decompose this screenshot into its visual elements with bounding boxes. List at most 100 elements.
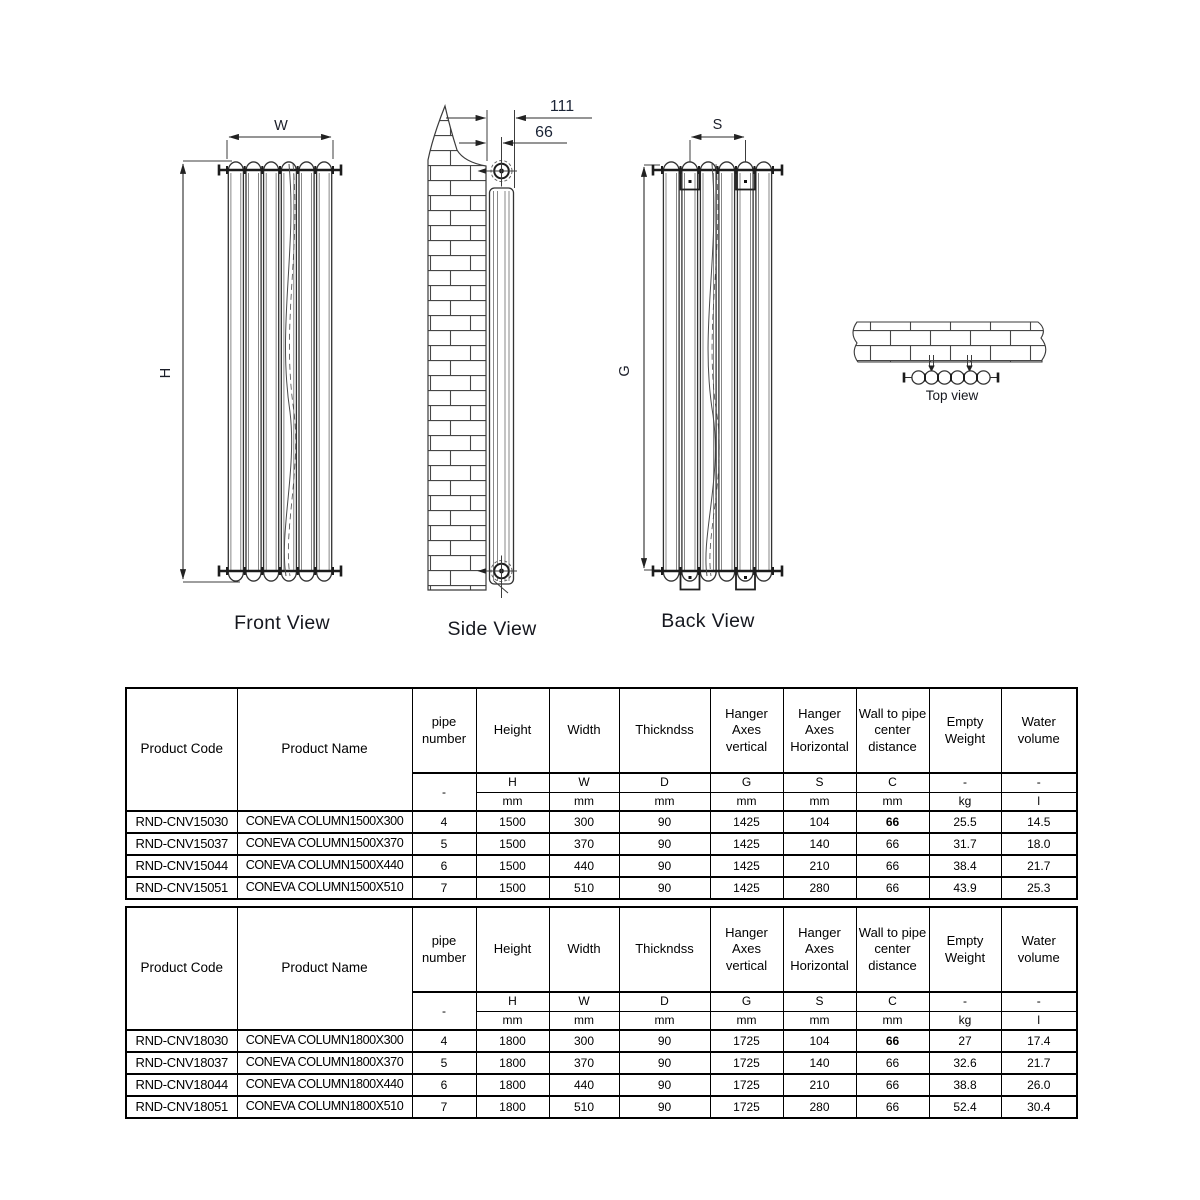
unit-cell: kg (928, 791, 1002, 812)
value-cell: 104 (782, 810, 857, 834)
value-cell: 1425 (709, 832, 784, 856)
value-cell: 90 (618, 1051, 711, 1075)
unit-cell: kg (928, 1010, 1002, 1031)
value-cell: 1500 (475, 876, 550, 900)
value-cell: 66 (855, 1029, 930, 1053)
value-cell: 26.0 (1000, 1073, 1078, 1097)
column-header: Wall to pipe center distance (855, 687, 930, 774)
column-header: Product Name (236, 906, 413, 1031)
column-header: pipe number (411, 906, 477, 993)
value-cell: 27 (928, 1029, 1002, 1053)
product-name-cell: CONEVA COLUMN1500X300 (236, 810, 413, 834)
value-cell: 7 (411, 1095, 477, 1119)
value-cell: 5 (411, 1051, 477, 1075)
radiator-front-pipes (217, 161, 343, 582)
value-cell: 66 (855, 854, 930, 878)
table-row: RND-CNV15030 CONEVA COLUMN1500X300 4 1500 30… (125, 810, 1078, 834)
unit-cell: mm (782, 791, 857, 812)
product-code-cell: RND-CNV18044 (125, 1073, 238, 1097)
value-cell: 66 (855, 832, 930, 856)
value-cell: 210 (782, 854, 857, 878)
value-cell: 90 (618, 810, 711, 834)
value-cell: 18.0 (1000, 832, 1078, 856)
column-header: Height (475, 687, 550, 774)
value-cell: 370 (548, 832, 620, 856)
back-view-label: Back View (661, 610, 755, 632)
table-row: RND-CNV18044 CONEVA COLUMN1800X440 6 1800 44… (125, 1073, 1078, 1097)
value-cell: 6 (411, 1073, 477, 1097)
product-name-cell: CONEVA COLUMN1500X440 (236, 854, 413, 878)
dim-label-h: H (158, 368, 174, 378)
unit-cell: mm (548, 1010, 620, 1031)
column-header: Empty Weight (928, 906, 1002, 993)
column-header: Water volume (1000, 687, 1078, 774)
column-header: Product Code (125, 906, 238, 1031)
symbol-cell: D (618, 991, 711, 1012)
column-header: Water volume (1000, 906, 1078, 993)
column-header: Product Name (236, 687, 413, 812)
value-cell: 66 (855, 1073, 930, 1097)
table-row: RND-CNV15037 CONEVA COLUMN1500X370 5 1500 37… (125, 832, 1078, 856)
product-code-cell: RND-CNV18037 (125, 1051, 238, 1075)
symbol-cell: S (782, 772, 857, 793)
value-cell: 510 (548, 1095, 620, 1119)
value-cell: 90 (618, 832, 711, 856)
product-name-cell: CONEVA COLUMN1500X510 (236, 876, 413, 900)
table-row: RND-CNV15044 CONEVA COLUMN1500X440 6 1500 44… (125, 854, 1078, 878)
value-cell: 280 (782, 1095, 857, 1119)
symbol-cell: - (928, 991, 1002, 1012)
value-cell: 280 (782, 876, 857, 900)
unit-cell: mm (475, 791, 550, 812)
value-cell: 30.4 (1000, 1095, 1078, 1119)
top-view-drawing (852, 321, 1047, 385)
unit-cell: mm (618, 791, 711, 812)
table-row: RND-CNV18051 CONEVA COLUMN1800X510 7 1800 51… (125, 1095, 1078, 1119)
value-cell: 25.3 (1000, 876, 1078, 900)
value-cell: 1800 (475, 1051, 550, 1075)
column-header: Hanger Axes vertical (709, 687, 784, 774)
top-view-label: Top view (925, 388, 979, 403)
symbol-cell: H (475, 772, 550, 793)
value-cell: 510 (548, 876, 620, 900)
column-header: Wall to pipe center distance (855, 906, 930, 993)
side-view-drawing: 111 66 (427, 98, 592, 598)
w-dimension: W (226, 118, 334, 159)
unit-cell: mm (475, 1010, 550, 1031)
symbol-cell: W (548, 772, 620, 793)
column-header: Thickndss (618, 906, 711, 993)
product-name-cell: CONEVA COLUMN1800X300 (236, 1029, 413, 1053)
value-cell: 4 (411, 810, 477, 834)
radiator-pipes-top (902, 370, 1000, 385)
value-cell: 104 (782, 1029, 857, 1053)
value-cell: 1425 (709, 810, 784, 834)
product-name-cell: CONEVA COLUMN1500X370 (236, 832, 413, 856)
value-cell: 7 (411, 876, 477, 900)
unit-cell: mm (782, 1010, 857, 1031)
symbol-cell: - (1000, 772, 1078, 793)
product-code-cell: RND-CNV15044 (125, 854, 238, 878)
value-cell: 31.7 (928, 832, 1002, 856)
value-cell: 38.8 (928, 1073, 1002, 1097)
value-cell: 90 (618, 1029, 711, 1053)
symbol-cell: C (855, 991, 930, 1012)
g-dimension: G (617, 164, 660, 571)
value-cell: 21.7 (1000, 854, 1078, 878)
unit-cell: mm (855, 1010, 930, 1031)
value-cell: 90 (618, 876, 711, 900)
value-cell: 1725 (709, 1095, 784, 1119)
wall-section (427, 103, 487, 591)
product-name-cell: CONEVA COLUMN1800X440 (236, 1073, 413, 1097)
value-cell: 140 (782, 832, 857, 856)
value-cell: 1500 (475, 810, 550, 834)
column-header: Hanger Axes Horizontal (782, 687, 857, 774)
product-name-cell: CONEVA COLUMN1800X510 (236, 1095, 413, 1119)
value-cell: 370 (548, 1051, 620, 1075)
column-header: Empty Weight (928, 687, 1002, 774)
side-view-label: Side View (447, 618, 537, 640)
front-view-label: Front View (234, 612, 330, 634)
value-cell: 66 (855, 1051, 930, 1075)
column-header: Hanger Axes Horizontal (782, 906, 857, 993)
symbol-cell: D (618, 772, 711, 793)
radiator-side-profile (488, 187, 515, 585)
